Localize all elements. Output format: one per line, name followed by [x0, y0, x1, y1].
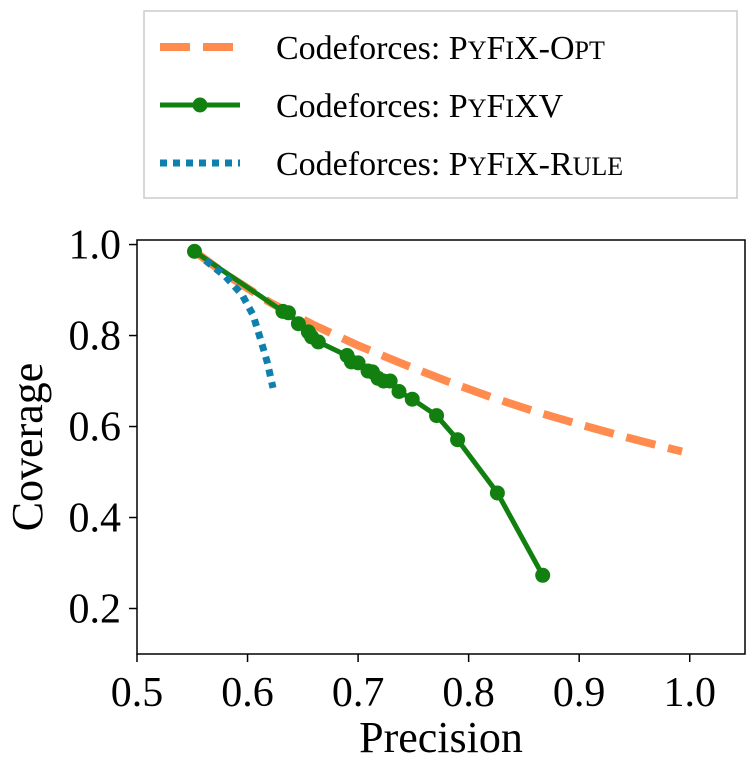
legend-frame [143, 10, 738, 199]
data-point-codeforces-pyfixv [429, 408, 445, 424]
y-tick-label: 0.4 [69, 496, 122, 542]
plot-area: 0.5 0.6 0.7 0.8 0.9 1.0 0.2 0.4 0.6 0.8 1.0 [69, 223, 746, 716]
y-tick-label: 0.2 [69, 587, 122, 633]
data-point-codeforces-pyfixv [310, 334, 326, 350]
legend-entry-codeforces-pyfix-opt: Codeforces: PYFIX-OPT [160, 30, 605, 67]
data-point-codeforces-pyfixv [350, 355, 366, 371]
legend: Codeforces: PYFIX-OPT Codeforces: PYFIXV C… [143, 10, 738, 199]
x-tick-label: 0.8 [442, 670, 495, 716]
legend-entry-codeforces-pyfixv: Codeforces: PYFIXV [160, 88, 564, 125]
data-point-codeforces-pyfixv [290, 316, 306, 332]
legend-label: Codeforces: PYFIX-OPT [276, 30, 605, 67]
legend-label: Codeforces: PYFIX-RULE [276, 146, 623, 183]
legend-marker [192, 97, 208, 113]
y-tick-label: 0.8 [69, 314, 122, 360]
x-tick-label: 0.9 [553, 670, 606, 716]
x-tick-label: 0.7 [332, 670, 385, 716]
y-axis-title: Coverage [3, 363, 52, 532]
x-tick-label: 0.6 [221, 670, 274, 716]
x-tick-label: 0.5 [111, 670, 164, 716]
y-tick-label: 0.6 [69, 405, 122, 451]
series-line-codeforces-pyfix-rule [203, 257, 277, 389]
data-point-codeforces-pyfixv [450, 432, 466, 448]
data-point-codeforces-pyfixv [280, 305, 296, 321]
data-point-codeforces-pyfixv [186, 243, 202, 259]
x-tick-label: 1.0 [663, 670, 716, 716]
data-point-codeforces-pyfixv [404, 391, 420, 407]
data-point-codeforces-pyfixv [391, 383, 407, 399]
legend-entry-codeforces-pyfix-rule: Codeforces: PYFIX-RULE [160, 146, 623, 183]
x-axis-title: Precision [359, 713, 523, 762]
data-point-codeforces-pyfixv [382, 373, 398, 389]
plot-frame [136, 239, 746, 655]
y-tick-label: 1.0 [69, 223, 122, 269]
legend-label: Codeforces: PYFIXV [276, 88, 564, 125]
data-point-codeforces-pyfixv [489, 485, 505, 501]
data-point-codeforces-pyfixv [535, 567, 551, 583]
